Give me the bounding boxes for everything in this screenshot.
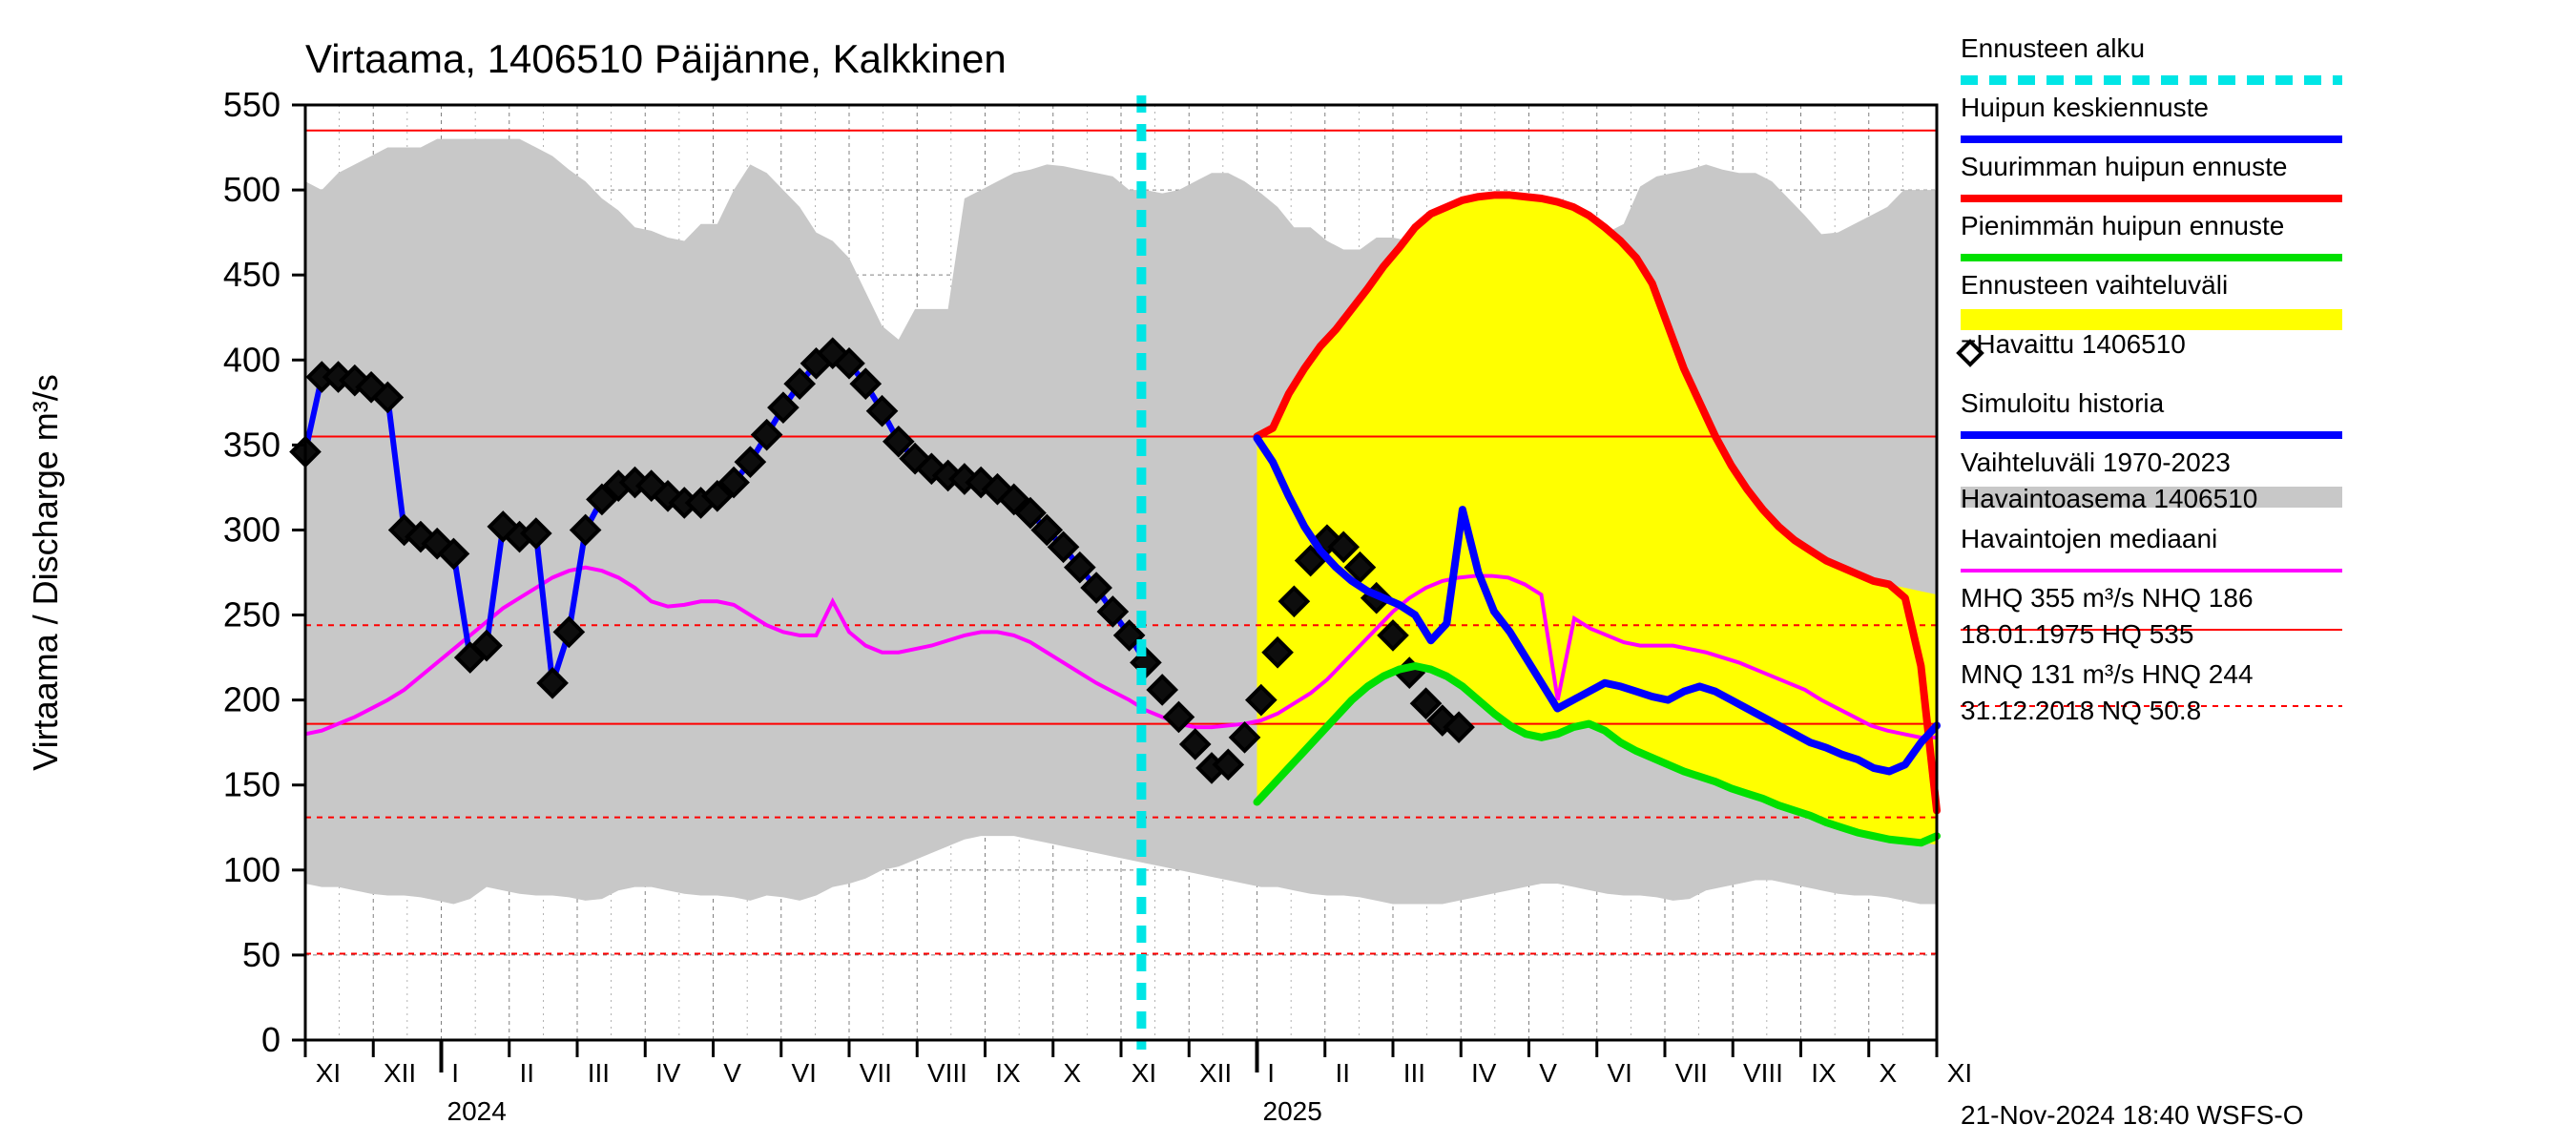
svg-text:IV: IV: [1471, 1058, 1497, 1088]
svg-text:50: 50: [242, 935, 280, 974]
svg-text:550: 550: [223, 85, 280, 124]
svg-text:150: 150: [223, 765, 280, 804]
svg-text:300: 300: [223, 510, 280, 549]
svg-text:XI: XI: [1947, 1058, 1972, 1088]
svg-text:Ennusteen vaihteluväli: Ennusteen vaihteluväli: [1961, 270, 2228, 300]
svg-text:31.12.2018 NQ 50.8: 31.12.2018 NQ 50.8: [1961, 696, 2201, 725]
svg-text:XII: XII: [384, 1058, 416, 1088]
svg-text:2025: 2025: [1263, 1096, 1322, 1126]
svg-text:IX: IX: [995, 1058, 1021, 1088]
svg-text:XI: XI: [316, 1058, 341, 1088]
svg-text:Havaintojen mediaani: Havaintojen mediaani: [1961, 524, 2217, 553]
svg-text:2024: 2024: [447, 1096, 507, 1126]
svg-text:II: II: [1335, 1058, 1350, 1088]
svg-text:MHQ 355 m³/s NHQ 186: MHQ 355 m³/s NHQ 186: [1961, 583, 2254, 613]
svg-text:Simuloitu historia: Simuloitu historia: [1961, 388, 2165, 418]
svg-text:Huipun keskiennuste: Huipun keskiennuste: [1961, 93, 2209, 122]
discharge-forecast-chart: 0 50 100 150 200 250 300 350 400 450 500 550 Virtaam…: [0, 0, 2576, 1145]
svg-text:Pienimmän huipun ennuste: Pienimmän huipun ennuste: [1961, 211, 2284, 240]
svg-text:Ennusteen alku: Ennusteen alku: [1961, 33, 2145, 63]
svg-text:I: I: [451, 1058, 459, 1088]
svg-text:VIII: VIII: [1743, 1058, 1783, 1088]
svg-text:400: 400: [223, 340, 280, 379]
svg-text:100: 100: [223, 850, 280, 889]
svg-text:Havaintoasema 1406510: Havaintoasema 1406510: [1961, 484, 2257, 513]
svg-text:II: II: [519, 1058, 534, 1088]
svg-text:V: V: [1539, 1058, 1557, 1088]
svg-text:Vaihteluväli 1970-2023: Vaihteluväli 1970-2023: [1961, 448, 2231, 477]
svg-text:0: 0: [261, 1020, 280, 1059]
svg-text:VII: VII: [860, 1058, 892, 1088]
svg-text:21-Nov-2024 18:40 WSFS-O: 21-Nov-2024 18:40 WSFS-O: [1961, 1100, 2304, 1130]
svg-text:350: 350: [223, 425, 280, 464]
svg-text:III: III: [1403, 1058, 1425, 1088]
svg-text:500: 500: [223, 170, 280, 209]
svg-text:X: X: [1063, 1058, 1081, 1088]
svg-text:VI: VI: [1607, 1058, 1631, 1088]
svg-text:XII: XII: [1199, 1058, 1232, 1088]
svg-text:MNQ 131 m³/s HNQ 244: MNQ 131 m³/s HNQ 244: [1961, 659, 2254, 689]
svg-text:I: I: [1267, 1058, 1275, 1088]
svg-text:18.01.1975 HQ 535: 18.01.1975 HQ 535: [1961, 619, 2193, 649]
svg-text:VI: VI: [791, 1058, 816, 1088]
svg-text:=Havaittu 1406510: =Havaittu 1406510: [1961, 329, 2186, 359]
svg-text:IX: IX: [1811, 1058, 1837, 1088]
svg-text:250: 250: [223, 595, 280, 635]
svg-text:Virtaama, 1406510 Päijänne, Ka: Virtaama, 1406510 Päijänne, Kalkkinen: [305, 36, 1007, 81]
svg-text:VII: VII: [1675, 1058, 1708, 1088]
svg-text:450: 450: [223, 255, 280, 294]
svg-text:V: V: [723, 1058, 741, 1088]
svg-text:IV: IV: [655, 1058, 681, 1088]
svg-text:200: 200: [223, 680, 280, 719]
svg-text:X: X: [1879, 1058, 1897, 1088]
svg-text:Suurimman huipun ennuste: Suurimman huipun ennuste: [1961, 152, 2287, 181]
svg-text:VIII: VIII: [927, 1058, 967, 1088]
svg-text:Virtaama / Discharge m³/s: Virtaama / Discharge m³/s: [26, 374, 65, 770]
svg-text:XI: XI: [1132, 1058, 1156, 1088]
svg-text:III: III: [588, 1058, 610, 1088]
